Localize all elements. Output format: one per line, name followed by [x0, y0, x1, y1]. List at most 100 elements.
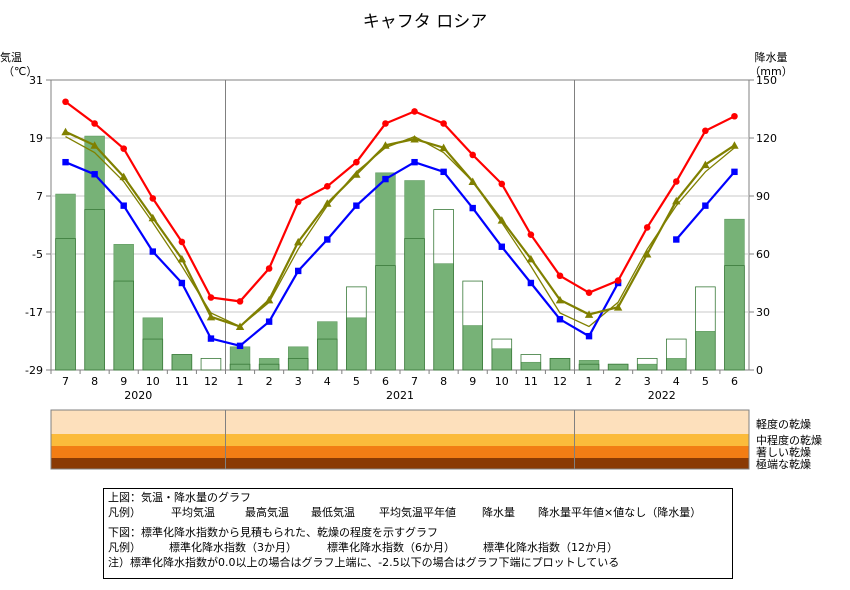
x-tick-label: 11: [175, 375, 189, 388]
min-temp-point: [295, 267, 302, 275]
x-tick-label: 6: [731, 375, 738, 388]
x-tick-label: 4: [324, 375, 331, 388]
precip-bar: [433, 263, 454, 371]
drought-band-label: 軽度の乾燥: [756, 417, 811, 431]
legend-note: 注）標準化降水指数が0.0以上の場合はグラフ上端に、-2.5以下の場合はグラフ下…: [108, 556, 620, 569]
min-temp-point: [469, 204, 476, 212]
min-temp-point: [731, 168, 738, 176]
legend-bottom-row: 凡例） 標準化降水指数（3か月） 標準化降水指数（6か月） 標準化降水指数（12か月）: [108, 540, 728, 555]
avg-temp-point: [497, 216, 506, 224]
precip-normal-bar: [317, 338, 338, 371]
precip-normal-bar: [491, 338, 513, 371]
avg-temp-point: [148, 213, 157, 222]
min-temp-point: [91, 171, 98, 178]
avg-temp-point: [701, 160, 710, 169]
precip-normal-bar: [55, 238, 76, 371]
min-temp-point: [353, 202, 360, 209]
min-temp-point: [527, 279, 535, 287]
precip-bar: [578, 360, 600, 371]
precip-normal-bar: [578, 363, 600, 371]
legend-spi3: 標準化降水指数（3か月）: [169, 541, 297, 554]
precip-bar: [549, 358, 571, 371]
precip-bar: [607, 363, 629, 371]
x-tick-label: 12: [204, 375, 218, 388]
precip-bar: [171, 354, 193, 371]
series-line: [65, 130, 736, 328]
left-tick-label: -17: [25, 306, 43, 319]
left-tick-label: 7: [36, 190, 43, 203]
precip-bar: [520, 361, 542, 371]
avg-temp-point: [381, 141, 390, 149]
min-temp-point: [236, 342, 244, 350]
avg-temp-point: [439, 143, 448, 152]
max-temp-point: [585, 289, 593, 296]
legend-box: 上図：気温・降水量のグラフ 凡例） 平均気温 最高気温 最低気温 平均気温平年値 降水量 降…: [103, 488, 733, 579]
drought-band-label: 極端な乾燥: [756, 457, 811, 471]
max-temp-point: [440, 120, 447, 127]
precip-bar: [346, 317, 367, 371]
precip-bar: [666, 358, 687, 371]
x-tick-label: 9: [120, 375, 127, 388]
drought-band-label: 著しい乾燥: [756, 445, 811, 459]
x-tick-label: 2: [266, 375, 273, 388]
year-label: 2022: [648, 389, 676, 402]
drought-band: [51, 434, 749, 446]
precip-bar: [491, 348, 512, 371]
x-tick-label: 8: [91, 375, 98, 388]
x-tick-label: 5: [702, 375, 709, 388]
max-temp-point: [731, 112, 738, 120]
precip-bar: [142, 317, 163, 371]
right-axis-unit: （mm）: [749, 65, 792, 78]
max-temp-point: [498, 180, 506, 188]
max-temp-point: [672, 178, 680, 185]
precip-bars: [55, 135, 745, 371]
precip-bar: [462, 325, 483, 371]
max-temp-point: [469, 151, 477, 159]
min-temp-point: [585, 332, 593, 340]
precip-bar: [113, 244, 134, 371]
precip-normal-bar: [346, 286, 367, 371]
right-tick-label: 90: [756, 190, 770, 203]
drought-band: [51, 410, 749, 434]
avg-temp-point: [352, 170, 361, 178]
drought-band-label: 中程度の乾燥: [756, 433, 822, 447]
max-temp-point: [120, 145, 128, 152]
avg-temp-point: [294, 237, 303, 246]
x-tick-label: 1: [237, 375, 244, 388]
precip-bar: [637, 363, 658, 371]
max-temp-point: [323, 183, 331, 190]
left-tick-label: 31: [29, 74, 43, 87]
avg-temp-point: [235, 322, 245, 330]
right-tick-label: 30: [756, 306, 770, 319]
max-temp-point: [643, 224, 651, 231]
avg-temp-point: [206, 312, 216, 321]
max-temp-point: [62, 98, 69, 106]
x-tick-label: 2: [615, 375, 622, 388]
legend-top-row: 凡例） 平均気温 最高気温 最低気温 平均気温平年値 降水量 降水量平年値×値なし（降水量）: [108, 505, 728, 520]
max-temp-point: [294, 198, 302, 206]
legend-top-header: 上図：気温・降水量のグラフ: [108, 491, 251, 504]
x-tick-label: 3: [644, 375, 651, 388]
x-tick-label: 6: [382, 375, 389, 388]
right-axis-label: 降水量: [755, 50, 788, 64]
min-temp-point: [120, 202, 127, 209]
precip-normal-bar: [433, 209, 454, 371]
min-temp-point: [411, 158, 418, 166]
legend-avg-temp: 平均気温: [171, 506, 215, 519]
drought-frame: [50, 409, 750, 470]
avg-temp-point: [730, 141, 739, 149]
min-temp-point: [556, 316, 564, 323]
legend-bottom-prefix: 凡例）: [108, 541, 141, 554]
avg-temp-point: [119, 172, 128, 181]
series-line: [64, 100, 735, 303]
x-tick-label: 5: [353, 375, 360, 388]
max-temp-point: [149, 195, 157, 202]
drought-band: [51, 446, 749, 458]
legend-spi6: 標準化降水指数（6か月）: [327, 541, 455, 554]
precip-normal-bar: [375, 265, 396, 371]
max-temp-point: [382, 120, 389, 127]
min-temp-point: [149, 248, 156, 255]
x-tick-label: 7: [411, 375, 418, 388]
x-tick-label: 10: [146, 375, 160, 388]
min-temp-point: [673, 236, 680, 243]
